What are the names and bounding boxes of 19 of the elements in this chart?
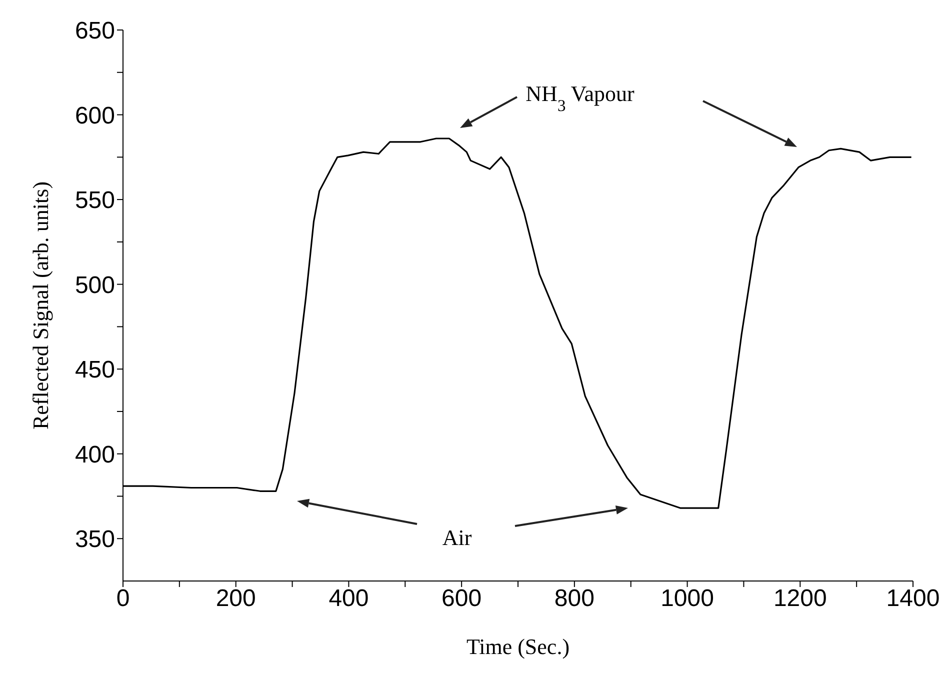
y-tick-label: 550 [74, 187, 115, 214]
y-tick-label: 600 [74, 102, 115, 130]
x-tick-label: 1400 [886, 585, 940, 612]
y-tick-label: 450 [74, 356, 115, 384]
annotation: Air [442, 525, 472, 550]
x-tick-label: 1200 [773, 585, 827, 612]
y-tick-label: 650 [74, 18, 115, 45]
x-tick-label: 400 [328, 585, 369, 612]
x-tick-label: 800 [554, 585, 594, 612]
x-tick-label: 0 [116, 585, 130, 612]
annotation: NH$_{3}$ Vapour [526, 81, 636, 114]
y-axis-title: Reflected Signal (arb. units) [28, 181, 53, 430]
y-tick-label: 350 [74, 526, 115, 554]
y-tick-label: 400 [74, 441, 115, 468]
x-axis-title: Time (Sec.) [466, 634, 570, 659]
x-tick-label: 200 [216, 585, 256, 612]
x-tick-label: 1000 [660, 585, 714, 612]
x-tick-label: 600 [442, 585, 482, 612]
y-tick-label: 500 [74, 272, 115, 299]
